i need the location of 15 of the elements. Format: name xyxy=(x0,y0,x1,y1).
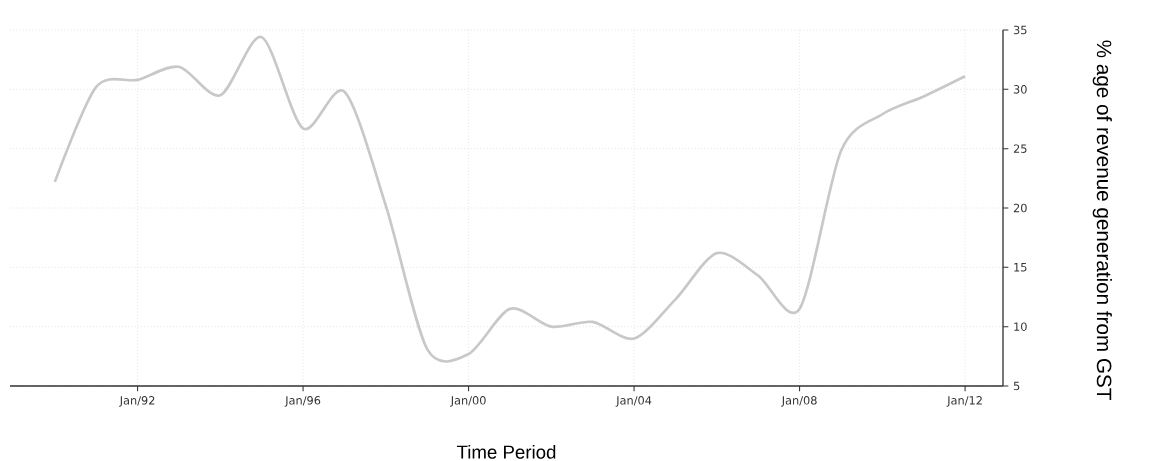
x-tick-label: Jan/08 xyxy=(781,396,817,407)
x-tick-label: Jan/00 xyxy=(450,396,486,407)
x-tick-label: Jan/04 xyxy=(615,396,652,407)
x-tick-label: Jan/96 xyxy=(284,396,321,407)
y-tick-label: 15 xyxy=(1014,263,1027,272)
y-tick-label: 30 xyxy=(1013,85,1027,94)
y-tick-label: 20 xyxy=(1013,203,1027,213)
x-axis-title: Time Period xyxy=(456,445,556,459)
y-tick-label: 10 xyxy=(1014,322,1027,331)
y-tick-label: 5 xyxy=(1013,381,1020,391)
x-tick-label: Jan/92 xyxy=(119,396,155,407)
y-axis-title: % age of revenue generation from GST xyxy=(1092,40,1112,400)
x-tick-label: Jan/12 xyxy=(946,396,982,407)
y-tick-label: 35 xyxy=(1013,25,1027,35)
y-tick-label: 25 xyxy=(1013,144,1027,153)
